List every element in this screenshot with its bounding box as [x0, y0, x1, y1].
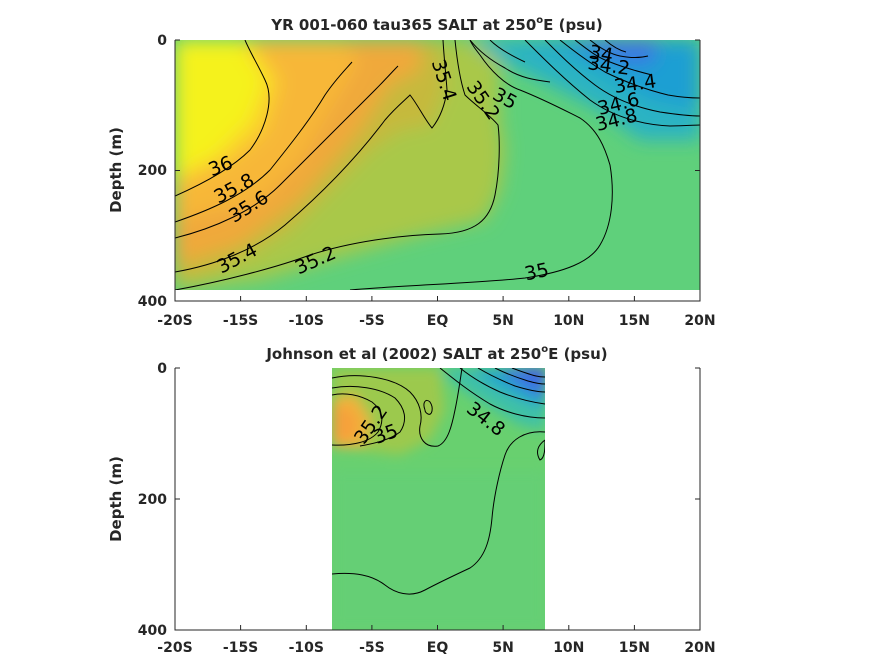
top-x-tick-labels: -20S -15S -10S -5S EQ 5N 10N 15N 20N — [157, 313, 715, 329]
top-y-tick-labels: 0 200 400 — [138, 33, 167, 310]
top-contours — [175, 40, 700, 290]
bottom-axes: 0 200 400 -20S -15S -10S -5S EQ 5N 10N 1… — [107, 361, 716, 656]
x-tick-label: -10S — [289, 313, 324, 329]
top-axes: 0 200 400 -20S -15S -10S -5S EQ 5N 10N 1… — [107, 33, 716, 329]
contour-label: 35 — [523, 259, 551, 286]
x-tick-label: -5S — [359, 313, 385, 329]
x-tick-label: 15N — [619, 313, 650, 329]
bottom-salinity-field — [332, 368, 545, 630]
top-panel-title: YR 001-060 tau365 SALT at 250oE (psu) — [270, 15, 602, 34]
x-tick-label: 5N — [492, 640, 513, 656]
y-tick-label: 400 — [138, 623, 167, 639]
x-tick-label: -5S — [359, 640, 385, 656]
bottom-contours — [332, 368, 545, 595]
x-tick-label: EQ — [427, 640, 449, 656]
x-tick-label: -15S — [223, 640, 258, 656]
top-salinity-field — [175, 40, 700, 290]
bottom-panel: Johnson et al (2002) SALT at 250oE (psu) — [107, 344, 716, 656]
x-tick-label: 20N — [684, 313, 715, 329]
bottom-y-tick-labels: 0 200 400 — [138, 361, 167, 639]
top-panel: YR 001-060 tau365 SALT at 250oE (psu) — [107, 15, 716, 329]
x-tick-label: 15N — [619, 640, 650, 656]
y-tick-label: 200 — [138, 492, 167, 508]
x-tick-label: -15S — [223, 313, 258, 329]
x-tick-label: 10N — [553, 640, 584, 656]
bottom-panel-title: Johnson et al (2002) SALT at 250oE (psu) — [265, 344, 607, 363]
y-tick-label: 0 — [157, 33, 167, 49]
x-tick-label: -10S — [289, 640, 324, 656]
top-y-axis-label: Depth (m) — [107, 127, 125, 213]
contour-label: 34 — [587, 41, 615, 67]
x-tick-label: EQ — [427, 313, 449, 329]
bottom-x-tick-labels: -20S -15S -10S -5S EQ 5N 10N 15N 20N — [157, 640, 715, 656]
y-tick-label: 0 — [157, 361, 167, 377]
x-tick-label: 5N — [492, 313, 513, 329]
x-tick-label: 20N — [684, 640, 715, 656]
bottom-y-axis-label: Depth (m) — [107, 456, 125, 542]
x-tick-label: -20S — [157, 313, 192, 329]
y-tick-label: 400 — [138, 294, 167, 310]
x-tick-label: -20S — [157, 640, 192, 656]
y-tick-label: 200 — [138, 163, 167, 179]
x-tick-label: 10N — [553, 313, 584, 329]
